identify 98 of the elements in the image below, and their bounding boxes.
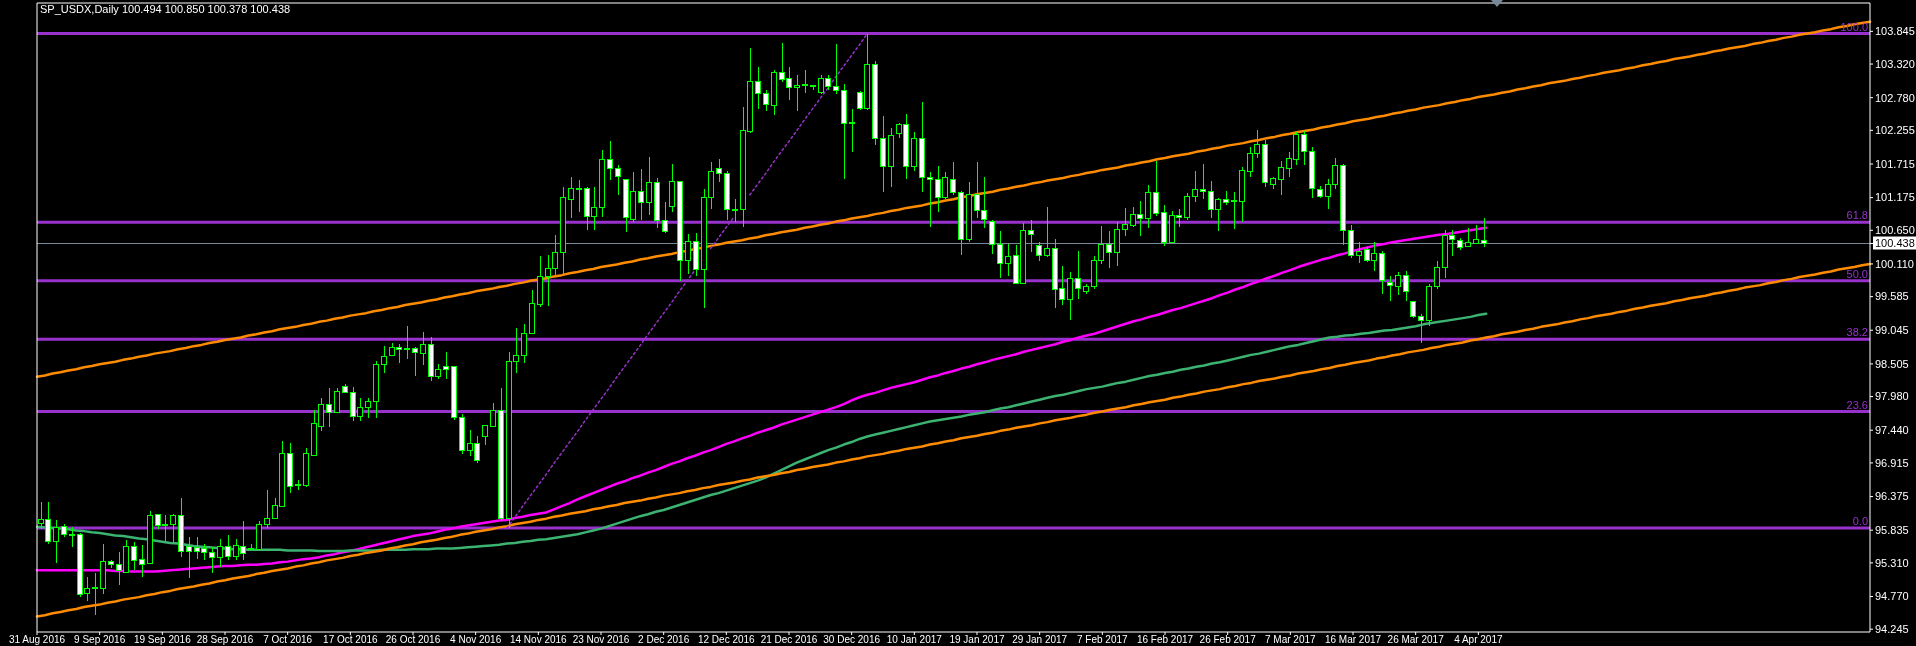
y-tick-label: 101.715 [1875,157,1915,170]
candlestick [1418,313,1425,344]
line-series [35,20,1872,378]
candlestick [1035,241,1042,262]
candlestick [950,161,957,196]
candlestick [801,69,808,94]
x-tick-label: 7 Mar 2017 [1265,634,1317,646]
y-tick-label: 103.320 [1875,57,1915,70]
y-tick-label: 100.650 [1875,224,1915,237]
y-tick-label: 103.845 [1875,25,1915,38]
candlestick [1074,250,1081,300]
candlestick [170,513,177,545]
candlestick [443,351,450,380]
annotation: 61.8 [1846,209,1868,222]
x-tick-label: 19 Jan 2017 [949,634,1005,646]
x-tick-label: 9 Sep 2016 [74,634,126,646]
candlestick [614,164,621,196]
y-tick-label: 95.310 [1875,556,1909,569]
y-tick-label: 99.045 [1875,324,1909,337]
candlestick [1184,192,1191,221]
candlestick [489,402,496,427]
candlestick [1028,219,1035,253]
candlestick [482,424,489,446]
x-tick-label: 7 Oct 2016 [263,634,313,646]
x-tick-label: 31 Aug 2016 [8,634,66,646]
candlestick [567,176,574,219]
candlestick [209,546,216,574]
chart-title: SP_USDX,Daily 100.494 100.850 100.378 100.438 [40,3,291,16]
line-series [35,226,1488,573]
candlestick [1113,221,1120,267]
candlestick [1106,230,1113,269]
y-tick-label: 96.375 [1875,490,1909,503]
x-tick-label: 16 Mar 2017 [1324,634,1382,646]
x-tick-label: 17 Oct 2016 [323,634,379,646]
candlestick [333,388,340,414]
y-tick-label: 96.915 [1875,456,1909,469]
candlestick [1301,130,1308,166]
y-tick-label: 94.770 [1875,590,1909,603]
candlestick [53,519,60,564]
annotation: 0.0 [1852,515,1868,527]
line-series [35,262,1872,618]
candlestick [755,66,762,110]
x-tick-label: 29 Jan 2017 [1012,634,1068,646]
candlestick [762,89,769,112]
y-tick-label: 97.440 [1875,424,1909,437]
candlestick [989,219,996,255]
x-tick-label: 4 Nov 2016 [450,634,502,646]
x-tick-label: 14 Nov 2016 [509,634,568,646]
candlestick [1191,170,1198,203]
y-tick-label: 99.585 [1875,290,1909,303]
y-tick-label: 95.835 [1875,524,1909,537]
candlestick [138,544,145,578]
x-tick-label: 12 Dec 2016 [697,634,756,646]
candlestick [216,538,223,568]
candlestick [794,74,801,112]
candlestick [404,325,411,360]
x-tick-label: 23 Nov 2016 [572,634,630,646]
candlestick [326,387,333,428]
x-tick-label: 30 Dec 2016 [823,634,881,646]
candlestick [521,323,528,364]
candlestick [1230,191,1237,230]
x-tick-label: 26 Oct 2016 [385,634,441,646]
x-tick-label: 21 Dec 2016 [760,634,818,646]
candlestick [638,168,645,221]
annotation: 38.2 [1846,326,1868,339]
x-tick-label: 26 Mar 2017 [1387,634,1445,646]
candlestick [1386,275,1393,302]
candlestick [606,140,613,181]
x-tick-label: 28 Sep 2016 [196,634,254,646]
y-tick-label: 101.175 [1875,191,1915,204]
annotation: 50.0 [1846,267,1868,280]
y-tick-label: 94.245 [1875,623,1909,636]
y-tick-label: 102.255 [1875,124,1915,137]
y-tick-label: 100.110 [1875,257,1914,270]
x-tick-label: 19 Sep 2016 [133,634,192,646]
candlestick [92,572,99,616]
candlestick [1067,271,1074,321]
candlestick [411,346,418,377]
x-tick-label: 26 Feb 2017 [1199,634,1257,646]
candlestick [716,158,723,183]
candlestick [1152,160,1159,217]
x-tick-label: 16 Feb 2017 [1136,634,1194,646]
candlestick [684,233,691,275]
y-tick-label: 97.980 [1875,390,1909,403]
candlestick [848,108,855,153]
x-tick-label: 2 Dec 2016 [638,634,690,646]
candlestick [1464,227,1471,247]
candlestick [645,156,652,216]
candlestick [131,541,138,571]
x-tick-label: 10 Jan 2017 [886,634,943,646]
candlestick [365,397,372,419]
y-tick-label: 98.505 [1875,357,1909,370]
x-tick-label: 4 Apr 2017 [1454,634,1503,646]
candlestick [833,43,840,95]
candlestick [996,230,1003,279]
y-tick-label: 102.780 [1875,91,1915,104]
annotation: 23.6 [1846,398,1868,411]
x-tick-label: 7 Feb 2017 [1077,634,1129,646]
